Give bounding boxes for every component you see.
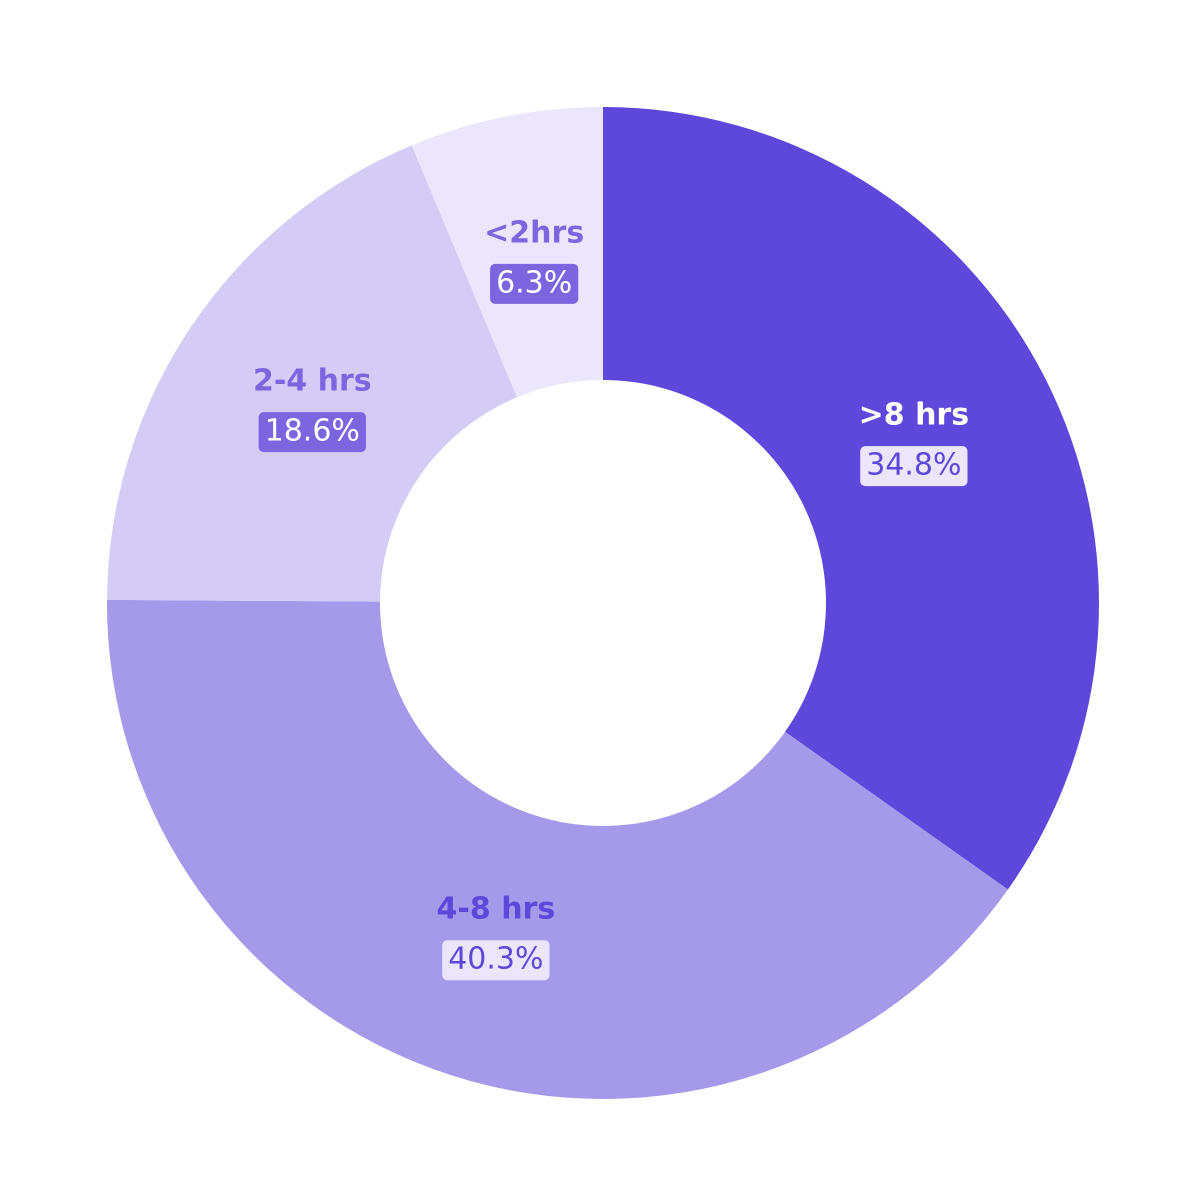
value-label-box [442,940,550,981]
slice-label: 4-8 hrs [437,892,556,927]
value-label-box [860,446,968,487]
slice-label: 2-4 hrs [253,364,372,399]
value-label-box [258,412,366,453]
value-label: 40.3% [448,942,543,977]
slice-label: <2hrs [484,215,584,250]
donut-slice [107,599,1008,1099]
value-label-box [490,263,579,304]
value-label: 18.6% [265,414,360,449]
value-label: 34.8% [866,448,961,483]
donut-slice [107,145,518,602]
donut-slice [411,107,603,398]
donut-slice [603,107,1099,890]
slice-label: >8 hrs [859,398,969,433]
value-label: 6.3% [496,265,572,300]
